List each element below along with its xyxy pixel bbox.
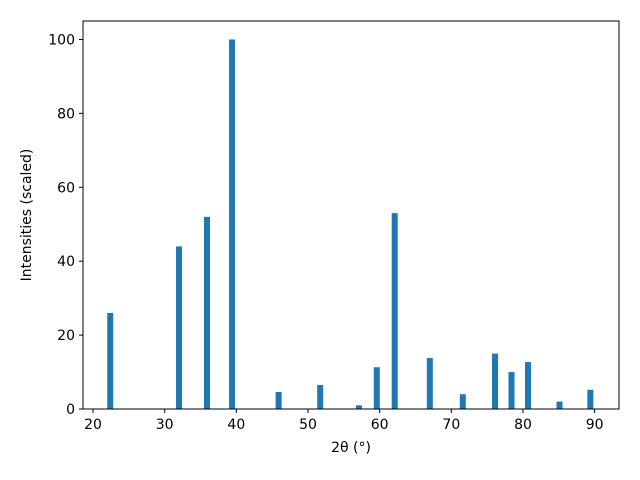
bar (176, 246, 183, 409)
y-tick-label: 40 (57, 254, 75, 270)
bar (355, 405, 362, 409)
bar (203, 216, 210, 409)
x-tick-label: 40 (227, 417, 245, 433)
bar (587, 389, 594, 409)
x-tick-label: 60 (371, 417, 389, 433)
bar (459, 394, 466, 409)
x-axis-label: 2θ (°) (331, 440, 371, 456)
bar (391, 213, 398, 409)
x-tick-label: 90 (586, 417, 604, 433)
bar (317, 384, 324, 409)
x-tick-label: 70 (442, 417, 460, 433)
bar (373, 367, 380, 409)
y-tick-label: 20 (57, 328, 75, 344)
y-axis-label: Intensities (scaled) (19, 149, 35, 282)
y-tick-label: 100 (48, 32, 75, 48)
bar (524, 362, 531, 409)
y-tick-label: 80 (57, 106, 75, 122)
x-tick-label: 30 (156, 417, 174, 433)
bar (556, 401, 563, 409)
bar (107, 312, 114, 409)
bar (275, 392, 282, 409)
plot-frame (82, 20, 620, 410)
bar (229, 39, 236, 409)
x-tick-label: 50 (299, 417, 317, 433)
x-tick-label: 20 (84, 417, 102, 433)
y-tick-label: 0 (66, 402, 75, 418)
bar (508, 372, 515, 409)
bar (426, 358, 433, 409)
x-tick-label: 80 (514, 417, 532, 433)
y-tick-label: 60 (57, 180, 75, 196)
bar (492, 353, 499, 409)
